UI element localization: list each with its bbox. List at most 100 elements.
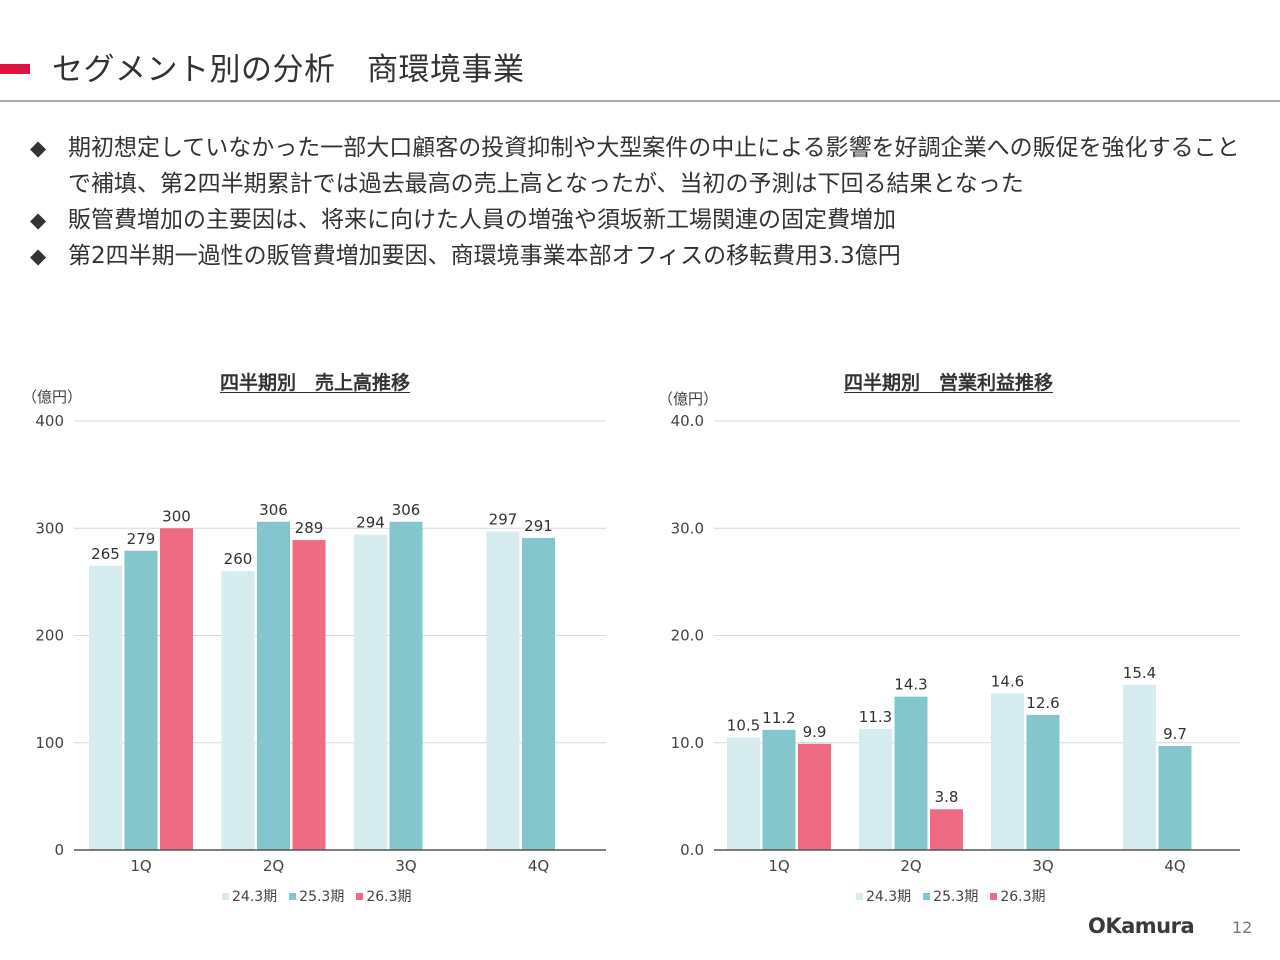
chart-legend: 24.3期 25.3期 26.3期 (856, 886, 1046, 906)
bar (89, 565, 122, 850)
x-tick-label: 4Q (528, 857, 549, 875)
bar (124, 550, 158, 850)
diamond-bullet-icon: ◆ (30, 208, 47, 232)
bar (798, 743, 831, 850)
legend-swatch (990, 892, 998, 900)
legend-item: 25.3期 (923, 886, 978, 906)
bar (389, 521, 423, 850)
bar (727, 737, 760, 850)
legend-label: 26.3期 (366, 889, 412, 905)
bullet-text: 第2四半期一過性の販管費増加要因、商環境事業本部オフィスの移転費用3.3億円 (68, 243, 901, 269)
legend-swatch (222, 892, 229, 900)
okamura-logo: OKamura (1088, 914, 1195, 938)
bar (859, 728, 892, 850)
page-number: 12 (1232, 918, 1253, 937)
y-tick-label: 200 (35, 627, 64, 645)
bullet-item: ◆ 販管費増加の主要因は、将来に向けた人員の増強や須坂新工場関連の固定費増加 (30, 202, 1260, 238)
data-label: 306 (259, 501, 288, 519)
page-title: セグメント別の分析 商環境事業 (52, 52, 525, 88)
bar (1158, 745, 1192, 850)
bullet-item: ◆ 第2四半期一過性の販管費増加要因、商環境事業本部オフィスの移転費用3.3億円 (30, 238, 1260, 274)
operating-profit-chart: 四半期別 営業利益推移 （億円） 0.0 10.0 20.0 30.0 40.0 10.5… (650, 362, 1260, 922)
bar (522, 537, 555, 850)
bar (257, 521, 290, 850)
data-label: 11.2 (762, 709, 795, 727)
data-label: 12.6 (1026, 694, 1059, 712)
data-label: 279 (127, 530, 156, 548)
legend-swatch (356, 892, 364, 900)
y-tick-label: 400 (35, 412, 64, 430)
chart-legend: 24.3期 25.3期 26.3期 (222, 886, 412, 906)
legend-item: 26.3期 (990, 886, 1046, 906)
legend-label: 25.3期 (299, 889, 345, 905)
operating-profit-chart-plot: 0.0 10.0 20.0 30.0 40.0 10.5 11.2 9.9 1Q 11.314.3… (671, 412, 1240, 875)
y-tick-label: 30.0 (671, 519, 704, 537)
y-tick-label: 0.0 (680, 841, 704, 859)
data-label: 289 (295, 519, 324, 537)
sales-chart-plot: 0 100 200 300 400 265 279 300 1Q 260 306 289 2Q 294 30… (35, 412, 606, 875)
x-tick-label: 3Q (395, 857, 416, 875)
bar (160, 528, 193, 850)
legend-label: 25.3期 (933, 889, 979, 905)
diamond-bullet-icon: ◆ (30, 244, 47, 268)
legend-item: 26.3期 (356, 886, 412, 906)
y-tick-label: 300 (35, 519, 64, 537)
bullet-text: 期初想定していなかった一部大口顧客の投資抑制や大型案件の中止による影響を好調企業… (68, 135, 1240, 197)
legend-label: 26.3期 (1000, 889, 1046, 905)
data-label: 297 (489, 510, 518, 528)
y-tick-label: 100 (35, 734, 64, 752)
title-divider (0, 100, 1280, 102)
title-accent-bar (0, 64, 30, 74)
bar (930, 809, 963, 850)
unit-label: （億円） (22, 388, 83, 406)
bullet-list: ◆ 期初想定していなかった一部大口顧客の投資抑制や大型案件の中止による影響を好調… (30, 130, 1260, 274)
legend-swatch (923, 892, 931, 900)
legend-swatch (289, 892, 297, 900)
data-label: 15.4 (1123, 664, 1156, 682)
chart-title: 四半期別 売上高推移 (220, 372, 411, 394)
chart-title: 四半期別 営業利益推移 (844, 372, 1054, 394)
bullet-item: ◆ 期初想定していなかった一部大口顧客の投資抑制や大型案件の中止による影響を好調… (30, 130, 1260, 202)
legend-item: 24.3期 (222, 886, 277, 906)
data-label: 300 (162, 507, 191, 525)
x-tick-label: 3Q (1032, 857, 1053, 875)
x-tick-label: 2Q (900, 857, 921, 875)
legend-item: 25.3期 (289, 886, 344, 906)
data-label: 9.7 (1163, 725, 1187, 743)
bar (1123, 684, 1156, 850)
data-label: 14.3 (894, 676, 927, 694)
data-label: 10.5 (727, 716, 760, 734)
legend-label: 24.3期 (866, 889, 912, 905)
y-tick-label: 0 (54, 841, 64, 859)
sales-chart: 四半期別 売上高推移 （億円） 0 100 200 300 400 265 279 300 1Q… (10, 362, 620, 922)
x-tick-label: 2Q (263, 857, 284, 875)
bar (894, 696, 928, 850)
y-tick-label: 10.0 (671, 734, 704, 752)
bar (486, 531, 520, 850)
x-tick-label: 4Q (1164, 857, 1185, 875)
legend-item: 24.3期 (856, 886, 911, 906)
bar (991, 693, 1024, 850)
bar (292, 540, 326, 850)
x-tick-label: 1Q (768, 857, 789, 875)
legend-label: 24.3期 (232, 889, 278, 905)
unit-label: （億円） (658, 390, 719, 408)
legend-swatch (856, 892, 863, 900)
data-label: 265 (91, 545, 120, 563)
bar (1026, 714, 1060, 850)
data-label: 306 (392, 501, 421, 519)
data-label: 14.6 (991, 672, 1024, 690)
bar (221, 571, 255, 850)
diamond-bullet-icon: ◆ (30, 136, 47, 160)
data-label: 3.8 (935, 788, 959, 806)
data-label: 294 (356, 514, 385, 532)
x-tick-label: 1Q (130, 857, 151, 875)
data-label: 260 (224, 550, 253, 568)
bullet-text: 販管費増加の主要因は、将来に向けた人員の増強や須坂新工場関連の固定費増加 (68, 207, 896, 233)
bar (762, 729, 796, 850)
y-tick-label: 40.0 (671, 412, 704, 430)
data-label: 291 (524, 517, 553, 535)
bar (354, 534, 387, 850)
data-label: 9.9 (803, 723, 827, 741)
data-label: 11.3 (859, 708, 892, 726)
